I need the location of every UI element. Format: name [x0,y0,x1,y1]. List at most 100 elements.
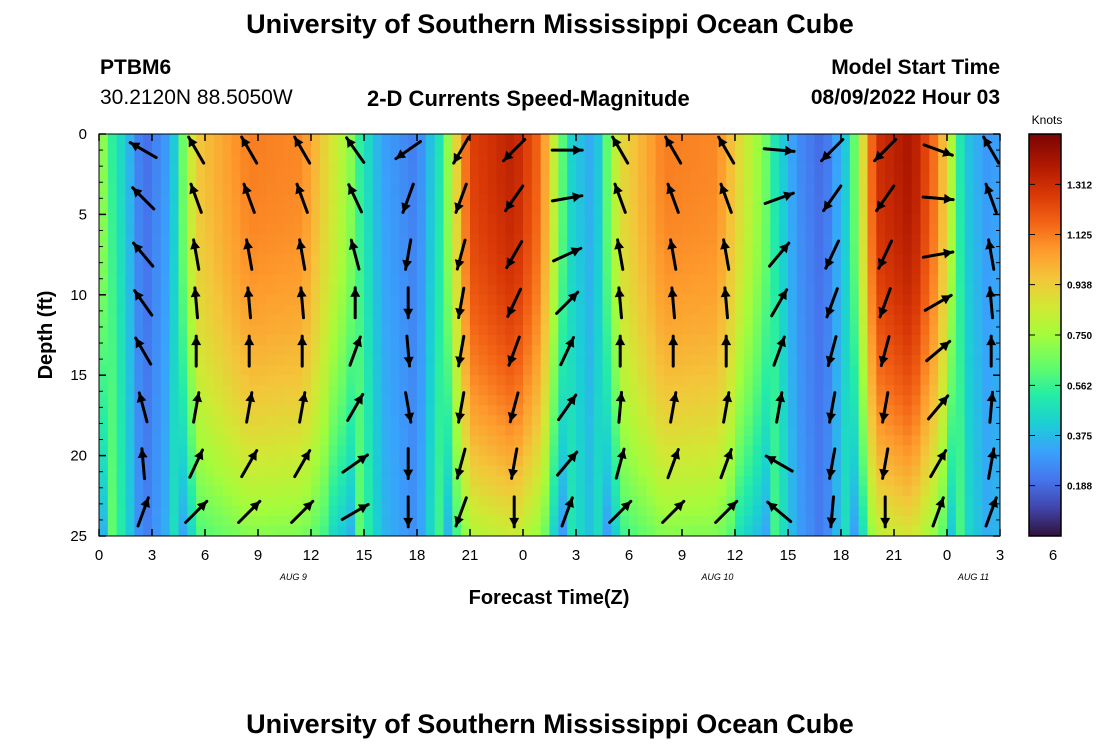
heat-cell [205,254,215,266]
heat-cell [894,395,904,406]
heat-cell [434,375,445,386]
heat-cell [752,174,763,185]
heat-cell [523,184,533,195]
heat-cell [487,405,498,416]
current-arrow [452,135,471,165]
heat-cell [699,284,710,296]
heat-cell [107,505,118,517]
heat-cell [311,425,321,437]
heat-cell [788,154,798,165]
heat-cell [514,274,524,286]
heat-cell [664,194,674,205]
heat-cell [443,495,453,507]
heat-cell [929,355,939,366]
heat-cell [920,274,930,286]
heat-cell [814,355,824,366]
heat-cell [567,184,577,195]
heat-cell [196,144,206,155]
heat-cell [390,174,400,185]
heat-cell [328,184,339,195]
heat-cell [213,355,224,366]
heat-cell [911,144,922,155]
heat-cell [337,194,347,205]
heat-cell [417,395,427,406]
heat-cell [205,345,215,356]
heat-cell [240,515,250,527]
heat-cell [293,254,303,266]
heat-cell [832,174,842,185]
heat-cell [443,465,453,477]
heat-cell [125,264,135,276]
heat-cell [390,365,400,376]
heat-cell [832,445,842,457]
heat-cell [311,415,321,427]
heat-cell [735,164,745,175]
heat-cell [355,174,365,185]
heat-cell [452,525,462,536]
heat-cell [584,314,595,326]
heat-cell [708,505,718,517]
heat-cell [664,495,674,507]
heat-cell [832,234,842,246]
heat-cell [885,244,895,256]
heat-cell [894,355,904,366]
heat-cell [620,385,630,396]
heat-cell [611,425,621,437]
heat-cell [266,204,277,215]
current-arrow [879,391,890,424]
heat-cell [682,134,692,145]
heat-cell [885,475,895,487]
heat-cell [390,455,400,467]
heat-cell [452,224,462,236]
heat-cell [160,455,171,467]
heat-cell [116,274,127,286]
heat-cell [620,164,630,175]
current-arrow [242,182,256,214]
heat-cell [973,284,983,296]
current-arrow [875,184,896,213]
heat-cell [417,214,427,226]
heat-cell [443,324,453,336]
heat-cell [205,194,215,205]
heat-cell [770,184,780,195]
heat-cell [319,515,330,527]
heat-cell [523,375,533,386]
heat-cell [717,234,727,246]
heat-cell [708,335,718,346]
heat-cell [646,234,657,246]
heat-cell [470,234,480,246]
heat-cell [205,395,215,406]
heat-cell [779,345,789,356]
heat-cell [328,525,339,536]
heat-cell [266,465,277,477]
heat-cell [788,505,798,517]
x-tick-label: 15 [356,547,373,564]
heat-cell [805,154,816,165]
heat-cell [735,254,745,266]
heat-cell [417,445,427,457]
heat-cell [982,194,992,205]
heat-cell [381,194,392,205]
heat-cell [699,294,710,306]
heat-cell [152,525,162,536]
heat-cell [735,214,745,226]
heat-cell [143,525,153,536]
heat-cell [929,505,939,517]
heat-cell [346,204,356,215]
heat-cell [867,184,877,195]
heat-cell [743,304,754,316]
heat-cell [664,455,674,467]
heat-cell [355,294,365,306]
heat-cell [328,274,339,286]
heat-cell [302,214,312,226]
heat-cell [478,445,489,457]
heat-cell [867,505,877,517]
heat-cell [196,515,206,527]
heat-cell [160,425,171,437]
heat-cell [593,264,604,276]
heat-cell [558,164,568,175]
heat-cell [311,184,321,195]
heat-cell [443,345,453,356]
heat-cell [620,244,630,256]
heat-cell [540,244,551,256]
